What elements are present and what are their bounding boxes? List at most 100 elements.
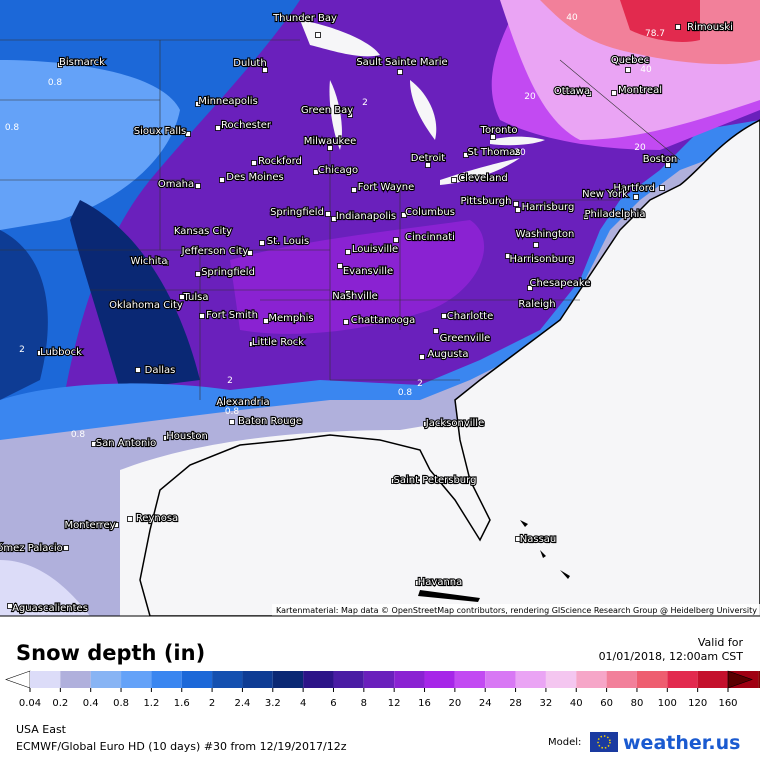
city-marker — [215, 125, 221, 131]
legend-tick-label: 8 — [361, 698, 367, 709]
contour-label: 20 — [524, 92, 536, 102]
legend-swatch — [30, 671, 61, 688]
city-marker — [633, 194, 639, 200]
legend-swatch — [485, 671, 516, 688]
contour-label: 40 — [640, 65, 652, 75]
legend-swatch — [90, 671, 122, 688]
city-marker — [463, 152, 469, 158]
city-label: Quebec — [611, 55, 649, 66]
city-label: Minneapolis — [198, 96, 258, 107]
legend-swatch — [636, 671, 668, 688]
city-marker — [505, 253, 511, 259]
city-marker — [171, 302, 177, 308]
brand[interactable]: weather.us — [623, 732, 740, 754]
legend-tick-label: 20 — [449, 698, 462, 709]
city-label: Toronto — [480, 125, 518, 136]
city-marker — [331, 216, 337, 222]
legend-swatch — [272, 671, 304, 688]
city-marker — [199, 313, 205, 319]
city-label: Ottawa — [554, 86, 590, 97]
legend-tick-label: 6 — [330, 698, 336, 709]
city-marker — [201, 230, 207, 236]
city-marker — [195, 183, 201, 189]
city-label: Reynosa — [136, 513, 178, 524]
legend-tick-label: 120 — [688, 698, 707, 709]
city-marker — [259, 240, 265, 246]
city-label: San Antonio — [96, 438, 156, 449]
city-label: Houston — [166, 431, 208, 442]
contour-label: 2 — [227, 376, 233, 386]
city-marker — [325, 211, 331, 217]
city-marker — [451, 177, 457, 183]
city-label: Harrisburg — [522, 202, 575, 213]
legend-swatch — [333, 671, 364, 688]
valid-date: 01/01/2018, 12:00am CST — [599, 650, 744, 663]
city-label: Columbus — [405, 207, 455, 218]
city-label: Indianapolis — [336, 211, 396, 222]
city-label: St Thomas — [467, 147, 520, 158]
city-marker — [345, 290, 351, 296]
light-blue-region — [0, 60, 180, 230]
city-marker — [263, 318, 269, 324]
city-label: Dallas — [145, 365, 176, 376]
map-labels: Thunder Bay Bismarck Duluth Sault Sainte Ma… — [0, 12, 734, 615]
city-marker — [337, 263, 343, 269]
city-label: Evansville — [343, 266, 393, 277]
city-label: Chattanooga — [351, 315, 415, 326]
city-label: Fort Wayne — [358, 182, 415, 193]
city-label: Nassau — [520, 534, 557, 545]
city-label: Oklahoma City — [109, 300, 183, 311]
city-marker — [219, 401, 225, 407]
city-marker — [611, 90, 617, 96]
city-label: Thunder Bay — [272, 13, 337, 24]
city-label: Jefferson City — [181, 246, 249, 257]
legend-tick-label: 0.2 — [52, 698, 68, 709]
lake-ontario — [490, 136, 545, 146]
contour-label: 0.8 — [398, 388, 413, 398]
city-marker — [397, 69, 403, 75]
city-marker — [401, 212, 407, 218]
legend-tick-label: 12 — [388, 698, 401, 709]
model-run: ECMWF/Global Euro HD (10 days) #30 from … — [16, 740, 347, 753]
eu-flag — [590, 732, 618, 752]
city-marker — [63, 545, 69, 551]
contour-label: 20 — [634, 143, 646, 153]
city-label: Cleveland — [458, 173, 508, 184]
legend-swatch — [576, 671, 607, 688]
legend-tick-label: 0.04 — [19, 698, 41, 709]
city-marker — [229, 419, 235, 425]
legend-tick-label: 0.4 — [83, 698, 99, 709]
city-marker — [327, 145, 333, 151]
mexico-pale — [0, 560, 90, 616]
contour-label: 2 — [362, 98, 368, 108]
city-marker — [415, 580, 421, 586]
city-marker — [219, 177, 225, 183]
city-marker — [345, 249, 351, 255]
city-label: Raleigh — [518, 299, 555, 310]
city-marker — [490, 134, 496, 140]
city-marker — [91, 441, 97, 447]
city-label: Wichita — [130, 256, 167, 267]
legend-tick-label: 32 — [540, 698, 553, 709]
legend-arrow — [727, 670, 753, 689]
city-label: Springfield — [270, 207, 324, 218]
legend-tick-label: 100 — [658, 698, 677, 709]
city-label: Kansas City — [174, 226, 232, 237]
city-label: Tulsa — [182, 292, 208, 303]
city-label: Greenville — [440, 333, 491, 344]
legend-swatch — [515, 671, 546, 688]
city-marker — [7, 603, 13, 609]
legend-swatch — [606, 671, 637, 688]
contour-label: 2 — [417, 379, 423, 389]
city-label: Rimouski — [687, 22, 733, 33]
city-marker — [163, 260, 169, 266]
city-label: Duluth — [233, 58, 266, 69]
legend-swatch — [60, 671, 91, 688]
city-label: Charlotte — [447, 311, 493, 322]
city-label: Havanna — [418, 577, 463, 588]
valid-label: Valid for — [698, 636, 744, 649]
city-label: Montreal — [618, 85, 662, 96]
city-marker — [163, 435, 169, 441]
legend-swatch — [394, 671, 425, 688]
contour-label: 2 — [19, 345, 25, 355]
